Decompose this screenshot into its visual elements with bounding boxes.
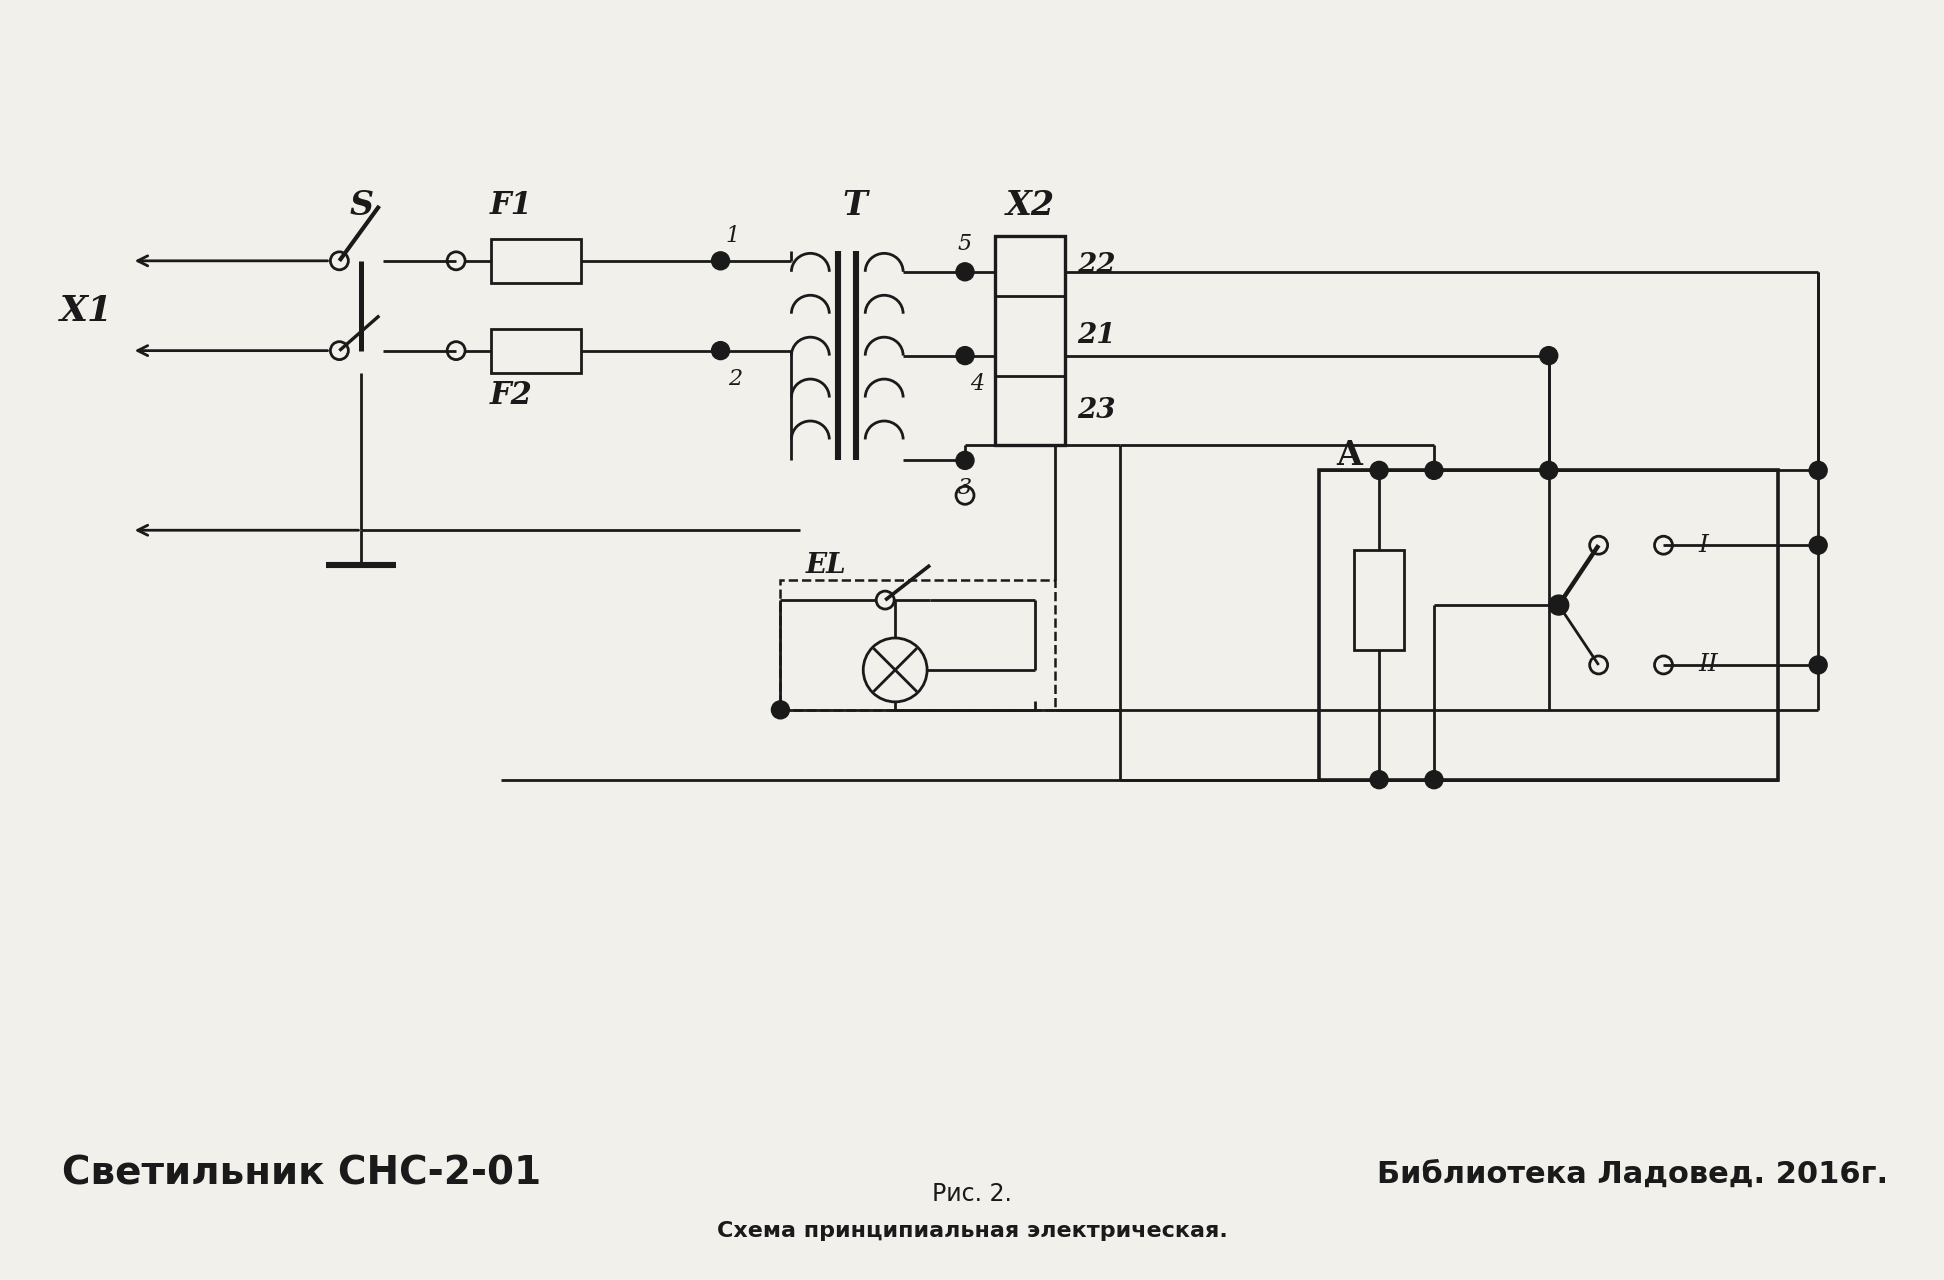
- Text: 5: 5: [958, 233, 972, 255]
- Bar: [780, 580, 1056, 710]
- Text: 23: 23: [1077, 397, 1116, 424]
- Bar: [995, 236, 1065, 445]
- Text: 3: 3: [958, 477, 972, 499]
- Text: T: T: [844, 189, 867, 223]
- Text: X2: X2: [1005, 189, 1054, 223]
- Text: Рис. 2.: Рис. 2.: [931, 1181, 1013, 1206]
- Bar: [1320, 470, 1779, 780]
- Circle shape: [1371, 771, 1388, 788]
- Circle shape: [1810, 536, 1827, 554]
- Bar: [492, 329, 581, 372]
- Text: 4: 4: [970, 372, 984, 394]
- Circle shape: [1810, 655, 1827, 675]
- Text: EL: EL: [805, 552, 846, 579]
- Text: Светильник СНС-2-01: Светильник СНС-2-01: [62, 1155, 540, 1193]
- Text: F1: F1: [490, 191, 533, 221]
- Circle shape: [712, 342, 729, 360]
- Circle shape: [956, 262, 974, 280]
- Circle shape: [772, 701, 789, 719]
- Text: Библиотека Ладовед. 2016г.: Библиотека Ладовед. 2016г.: [1376, 1160, 1888, 1188]
- Text: 1: 1: [725, 225, 739, 247]
- Text: F2: F2: [490, 380, 533, 411]
- Bar: [1355, 550, 1404, 650]
- Circle shape: [956, 347, 974, 365]
- Text: Схема принципиальная электрическая.: Схема принципиальная электрическая.: [717, 1221, 1227, 1240]
- Circle shape: [1549, 595, 1569, 616]
- Text: 21: 21: [1077, 323, 1116, 349]
- Circle shape: [956, 452, 974, 470]
- Text: S: S: [350, 189, 373, 223]
- Circle shape: [1425, 771, 1442, 788]
- Circle shape: [1540, 461, 1557, 479]
- Circle shape: [1425, 461, 1442, 479]
- Circle shape: [712, 252, 729, 270]
- Circle shape: [1540, 347, 1557, 365]
- Circle shape: [1371, 461, 1388, 479]
- Bar: [492, 239, 581, 283]
- Circle shape: [1810, 461, 1827, 479]
- Text: 22: 22: [1077, 252, 1116, 279]
- Text: A: A: [1336, 439, 1363, 472]
- Text: X1: X1: [60, 293, 113, 328]
- Text: II: II: [1699, 654, 1718, 676]
- Text: I: I: [1699, 534, 1709, 557]
- Text: 2: 2: [729, 367, 743, 389]
